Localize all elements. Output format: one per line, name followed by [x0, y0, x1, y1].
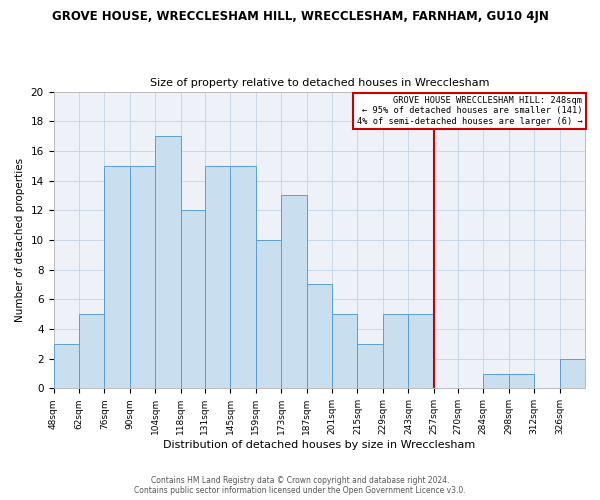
Bar — [130, 166, 155, 388]
Text: GROVE HOUSE, WRECCLESHAM HILL, WRECCLESHAM, FARNHAM, GU10 4JN: GROVE HOUSE, WRECCLESHAM HILL, WRECCLESH… — [52, 10, 548, 23]
Bar — [409, 314, 434, 388]
Y-axis label: Number of detached properties: Number of detached properties — [15, 158, 25, 322]
Bar — [307, 284, 332, 389]
Bar — [181, 210, 205, 388]
Bar — [79, 314, 104, 388]
Bar — [104, 166, 130, 388]
Bar — [560, 358, 585, 388]
Title: Size of property relative to detached houses in Wrecclesham: Size of property relative to detached ho… — [149, 78, 489, 88]
Bar — [509, 374, 534, 388]
Bar — [483, 374, 509, 388]
Bar — [281, 196, 307, 388]
Bar — [383, 314, 409, 388]
Text: GROVE HOUSE WRECCLESHAM HILL: 248sqm
← 95% of detached houses are smaller (141)
: GROVE HOUSE WRECCLESHAM HILL: 248sqm ← 9… — [356, 96, 583, 126]
Bar — [230, 166, 256, 388]
Text: Contains HM Land Registry data © Crown copyright and database right 2024.
Contai: Contains HM Land Registry data © Crown c… — [134, 476, 466, 495]
Bar — [205, 166, 230, 388]
Bar — [358, 344, 383, 389]
Bar — [155, 136, 181, 388]
Bar — [256, 240, 281, 388]
Bar — [53, 344, 79, 389]
X-axis label: Distribution of detached houses by size in Wrecclesham: Distribution of detached houses by size … — [163, 440, 475, 450]
Bar — [332, 314, 358, 388]
